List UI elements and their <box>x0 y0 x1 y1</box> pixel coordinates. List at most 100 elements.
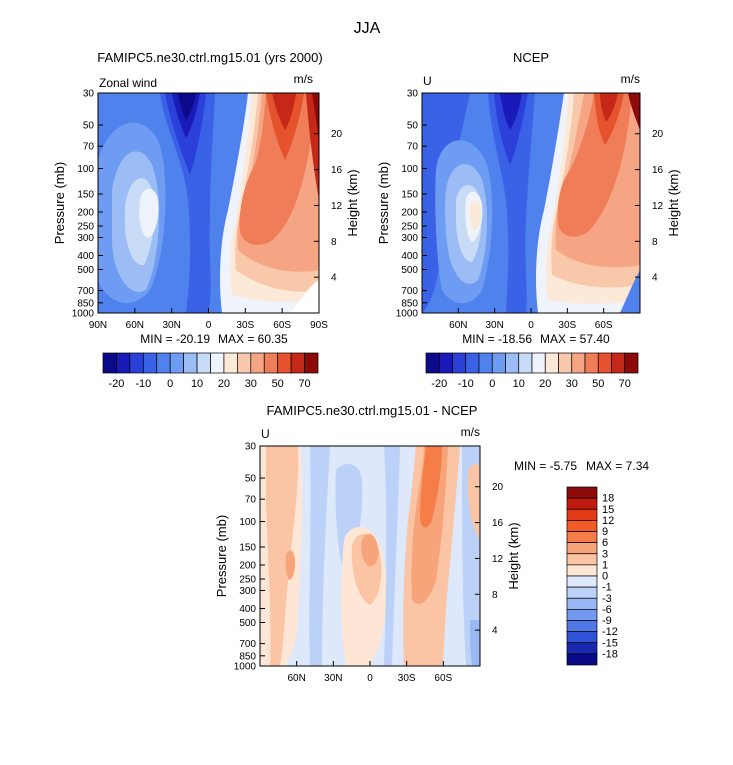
figure-season-title: JJA <box>354 20 381 37</box>
panel-obs-height-label: 4 <box>652 273 658 284</box>
panel-diff-units: m/s <box>461 425 480 439</box>
panel-diff-lat-label: 60S <box>434 673 452 684</box>
panel-diff-contours <box>260 446 480 666</box>
colorbar-swatch <box>142 352 158 374</box>
panel-model-pressure-label: 200 <box>77 208 94 219</box>
panel-model-height-label: 20 <box>331 129 343 140</box>
panel-diff-pressure-label: 100 <box>239 517 256 528</box>
panel-obs-pressure-label: 700 <box>401 286 418 297</box>
panel-model-lat-label: 30N <box>162 320 180 331</box>
colorbar-label: -1 <box>602 582 612 594</box>
colorbar-swatch <box>566 553 598 566</box>
panel-obs-pressure-label: 400 <box>401 251 418 262</box>
colorbar-label: -20 <box>431 378 447 390</box>
colorbar-label: -15 <box>602 637 618 649</box>
panel-diff-pressure-label: 1000 <box>234 662 257 673</box>
contour-band <box>139 188 159 238</box>
contour-band <box>178 93 196 120</box>
panel-diff-pressure-label: 400 <box>239 604 256 615</box>
colorbar-swatch <box>566 542 598 555</box>
panel-diff-ylabel: Pressure (mb) <box>214 515 229 597</box>
colorbar-swatch <box>478 352 493 374</box>
panel-obs-lat-label: 60S <box>595 320 613 331</box>
panel-model-height-label: 4 <box>331 273 337 284</box>
colorbar-swatch <box>263 352 279 374</box>
colorbar-label: 20 <box>539 378 551 390</box>
panel-diff-min: MIN = -5.75 <box>514 459 577 473</box>
panel-obs-pressure-label: 100 <box>401 164 418 175</box>
colorbar-swatch <box>116 352 131 374</box>
contour-band <box>285 550 296 580</box>
colorbar-swatch <box>277 352 292 374</box>
colorbar-swatch <box>566 486 598 499</box>
contour-band <box>467 464 480 540</box>
colorbar-label: 50 <box>272 378 284 390</box>
panel-diff-height-label: 4 <box>492 626 498 637</box>
panel-diff-lat-label: 60N <box>287 673 305 684</box>
colorbar-label: 70 <box>298 378 310 390</box>
colorbar-label: -20 <box>108 378 124 390</box>
panel-diff-height-label: 12 <box>492 554 504 565</box>
colorbar-swatch <box>531 352 546 374</box>
panel-model-pressure-label: 70 <box>83 142 95 153</box>
colorbar-swatch <box>129 352 144 374</box>
panel-model-colorbar: -20 -10 0 10 20 30 50 70 <box>102 352 319 390</box>
panel-diff-pressure-label: 70 <box>245 495 257 506</box>
panel-model-pressure-label: 400 <box>77 251 94 262</box>
panel-model-pressure-label: 300 <box>77 233 94 244</box>
panel-model-pressure-label: 850 <box>77 298 94 309</box>
panel-model-pressure-label: 700 <box>77 286 94 297</box>
colorbar-label: -10 <box>458 378 474 390</box>
panel-obs-height-label: 12 <box>652 201 664 212</box>
panel-obs-max: MAX = 57.40 <box>540 332 610 346</box>
colorbar-label: 30 <box>245 378 257 390</box>
panel-obs-height-label: 8 <box>652 237 658 248</box>
colorbar-swatch <box>566 497 598 510</box>
panel-model-lat-label: 30S <box>236 320 254 331</box>
panel-obs-pressure-label: 200 <box>401 208 418 219</box>
colorbar-swatch <box>566 520 598 532</box>
panel-diff-pressure-label: 250 <box>239 575 256 586</box>
panel-model-height-label: 16 <box>331 165 343 176</box>
colorbar-label: -18 <box>602 648 618 660</box>
colorbar-swatch <box>566 653 598 666</box>
contour-band <box>470 620 480 666</box>
panel-model-ylabel: Pressure (mb) <box>52 162 67 244</box>
panel-model-height-label: 12 <box>331 201 343 212</box>
colorbar-swatch <box>290 352 305 374</box>
panel-obs-lat-label: 30S <box>558 320 576 331</box>
panel-obs-pressure-label: 50 <box>407 121 419 132</box>
panel-obs-field-label: U <box>423 74 432 88</box>
panel-model-lat-label: 0 <box>206 320 212 331</box>
contour-band <box>488 93 535 313</box>
colorbar-label: 3 <box>602 548 608 560</box>
colorbar-label: -10 <box>135 378 151 390</box>
contour-band <box>306 93 319 200</box>
contour-band <box>628 93 640 130</box>
panel-model-lat-label: 90S <box>310 320 328 331</box>
colorbar-label: 50 <box>592 378 604 390</box>
panel-model-lat-label: 60S <box>273 320 291 331</box>
panel-obs-height-label: 20 <box>652 129 664 140</box>
colorbar-label: 1 <box>602 559 608 571</box>
panel-obs-pressure-label: 250 <box>401 222 418 233</box>
panel-obs-pressure-label: 300 <box>401 233 418 244</box>
panel-obs-height-label: 16 <box>652 165 664 176</box>
colorbar-label: -6 <box>602 604 612 616</box>
contour-band <box>620 270 640 313</box>
panel-model-field-label: Zonal wind <box>99 76 157 90</box>
colorbar-swatch <box>156 352 171 374</box>
colorbar-label: 15 <box>602 504 614 516</box>
panel-model-height-label: 8 <box>331 237 337 248</box>
panel-obs-contours <box>422 93 640 313</box>
colorbar-swatch <box>102 352 117 374</box>
colorbar-swatch <box>304 352 319 374</box>
colorbar-swatch <box>465 352 480 374</box>
colorbar-label: 0 <box>489 378 495 390</box>
panel-diff-pressure-label: 50 <box>245 474 257 485</box>
colorbar-swatch <box>566 631 598 644</box>
colorbar-swatch <box>566 575 598 588</box>
